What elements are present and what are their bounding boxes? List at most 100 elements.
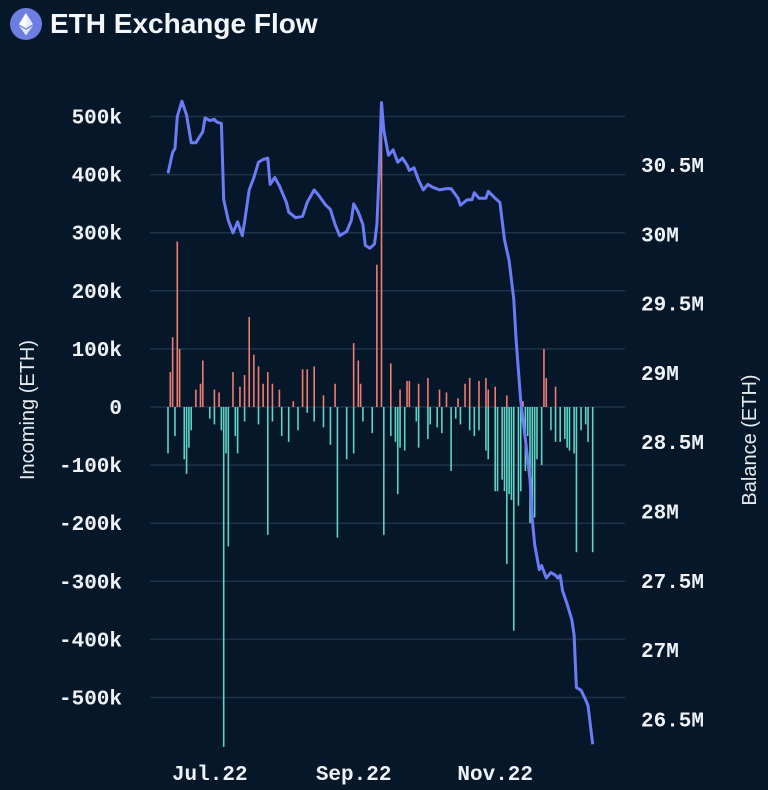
inflow-bar [485,377,487,407]
ethereum-icon [10,8,42,40]
inflow-bar [457,398,459,407]
outflow-bar [394,407,397,442]
outflow-bar [213,407,216,425]
outflow-bar [510,407,513,500]
y-right-tick-label: 26.5M [641,710,704,733]
outflow-bar [501,407,503,480]
outflow-bar [190,407,193,431]
y-left-tick-label: -100k [59,456,122,479]
outflow-bar [559,407,561,442]
inflow-bar [199,383,202,407]
outflow-bar [564,407,566,439]
outflow-bar [487,407,490,460]
y-left-tick-label: -300k [59,572,122,595]
inflow-bar [213,389,216,407]
outflow-bar [383,407,385,535]
y-right-tick-label: 27.5M [641,572,704,595]
inflow-bar [278,389,281,407]
outflow-bar [566,407,568,448]
outflow-bar [427,407,429,439]
outflow-bar [550,407,552,431]
inflow-bar [271,383,274,407]
outflow-bar [336,407,339,538]
outflow-bar [485,407,487,451]
y-right-tick-label: 28.5M [641,433,704,456]
outflow-bar [503,407,506,492]
y-left-tick-label: 400k [72,166,122,189]
y-right-tick-label: 30M [641,225,679,248]
outflow-bar [243,407,246,422]
inflow-bar [239,386,241,407]
inflow-bar [376,264,378,407]
outflow-bar [554,407,557,442]
outflow-bar [167,407,169,454]
y-right-tick-label: 28M [641,503,679,526]
outflow-bar [459,407,462,425]
outflow-bar [403,407,406,451]
inflow-bar [494,386,497,407]
inflow-bar [438,389,441,407]
inflow-bar [554,386,557,407]
outflow-bar [454,407,457,419]
inflow-bar [359,383,362,407]
outflow-bar [345,407,348,460]
y-left-tick-label: 100k [72,340,122,363]
outflow-bar [227,407,230,547]
outflow-bar [188,407,190,448]
outflow-bar [533,407,536,518]
outflow-bar [496,407,499,492]
inflow-bar [257,366,260,407]
outflow-bar [371,407,374,434]
balance-line [166,99,595,745]
inflow-bar [313,366,316,407]
chart-title-bar: ETH Exchange Flow [10,4,318,44]
inflow-bar [545,377,548,407]
outflow-bar [494,407,497,492]
outflow-bar [573,407,575,454]
outflow-bar [208,407,211,419]
chart-title: ETH Exchange Flow [50,8,318,39]
inflow-bar [202,360,204,407]
outflow-bar [183,407,186,460]
inflow-bar [543,348,545,407]
balance-line-layer [166,99,595,745]
outflow-bar [536,407,538,460]
outflow-bar [174,407,176,437]
outflow-bar [396,407,399,495]
y-left-tick-label: -500k [59,689,122,712]
outflow-bar [389,407,392,437]
inflow-bar [218,392,220,407]
inflow-bar [334,383,336,407]
outflow-bar [526,407,529,437]
inflow-bar [232,372,234,407]
inflow-bar [506,395,508,407]
inflow-bar [306,369,309,407]
y-right-tick-label: 29.5M [641,295,704,318]
inflow-bar [243,375,246,407]
flow-bars [167,104,594,747]
outflow-bar [506,407,508,564]
outflow-bar [417,407,420,448]
outflow-bar [587,407,589,442]
inflow-bar [322,395,325,407]
outflow-bar [266,407,269,535]
inflow-bar [380,104,383,407]
outflow-bar [575,407,578,553]
outflow-bar [436,407,438,428]
y-left-tick-label: 300k [72,224,122,247]
outflow-bar [220,407,223,431]
outflow-bar [287,407,290,442]
inflow-bar [406,380,408,407]
outflow-bar [450,407,452,471]
axis-ticks: 500k 400k 300k 200k 100k 0 -100k -200k -300k -400… [59,108,704,788]
y-right-tick-label: 27M [641,641,679,664]
outflow-bar [584,407,587,425]
outflow-bar [512,407,515,631]
inflow-bar [464,383,466,407]
outflow-bar [529,407,531,524]
inflow-bar [178,348,181,407]
outflow-bar [234,407,237,437]
outflow-bar [508,407,510,495]
outflow-bar [415,407,418,422]
